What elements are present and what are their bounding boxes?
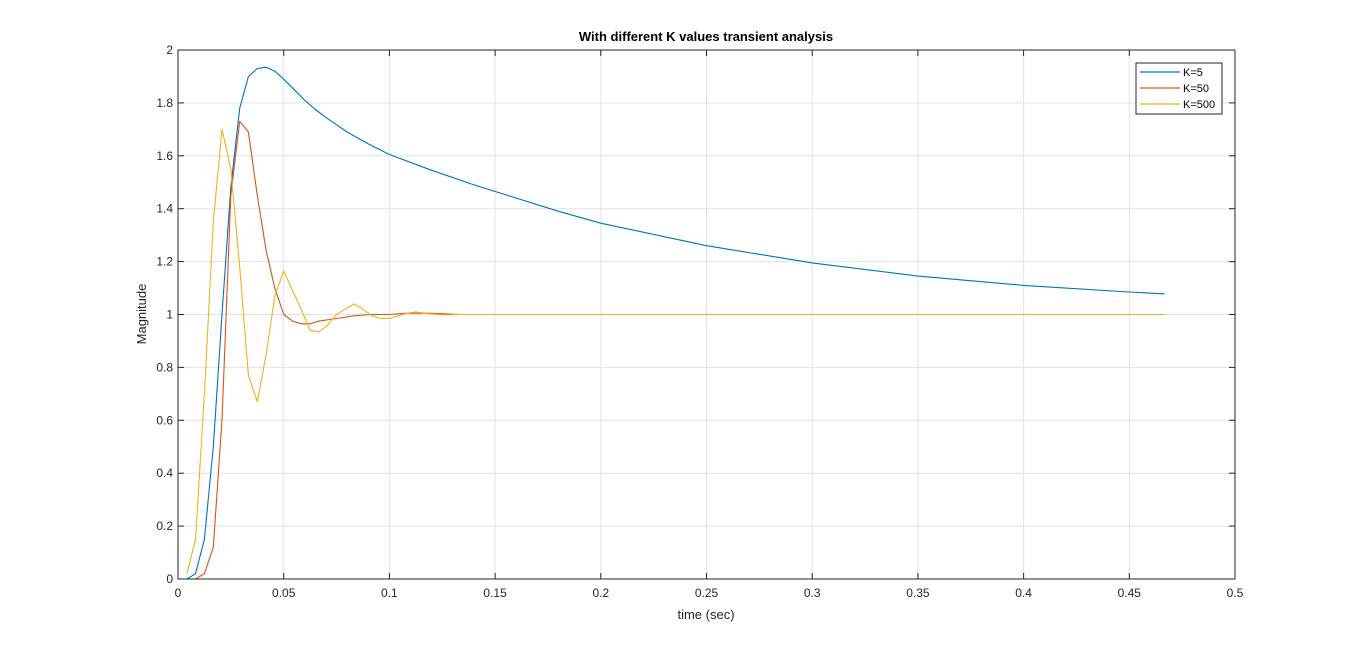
x-tick-label: 0.4 <box>1015 586 1032 600</box>
y-tick-label: 0.8 <box>156 360 173 374</box>
series-line-k-500 <box>186 128 1165 574</box>
x-tick-label: 0.25 <box>695 586 719 600</box>
y-tick-label: 0.4 <box>156 466 173 480</box>
legend: K=5 K=50 K=500 <box>1135 62 1223 115</box>
x-tick-label: 0.45 <box>1118 586 1142 600</box>
x-tick-label: 0.35 <box>906 586 930 600</box>
series-layer <box>186 66 1165 580</box>
legend-label-k-50: K=50 <box>1183 83 1209 95</box>
y-tick-label: 1.2 <box>156 255 173 269</box>
chart-title: With different K values transient analys… <box>579 29 833 44</box>
legend-label-k-5: K=5 <box>1183 67 1203 79</box>
x-tick-label: 0.3 <box>804 586 821 600</box>
y-tick-label: 1.4 <box>156 202 173 216</box>
series-line-k-5 <box>186 66 1165 580</box>
ticks: 0 0.05 0.1 0.15 0.2 0.25 0.3 0.35 0.4 0.45 0.5 0 0.2… <box>156 43 1243 600</box>
y-tick-label: 0.2 <box>156 519 173 533</box>
y-tick-label: 0.6 <box>156 413 173 427</box>
x-tick-label: 0 <box>175 586 182 600</box>
y-tick-label: 1 <box>166 308 173 322</box>
x-tick-label: 0.15 <box>483 586 507 600</box>
y-tick-label: 0 <box>166 572 173 586</box>
y-tick-label: 1.8 <box>156 96 173 110</box>
x-tick-label: 0.5 <box>1227 586 1244 600</box>
x-tick-label: 0.2 <box>592 586 609 600</box>
y-tick-label: 1.6 <box>156 149 173 163</box>
x-tick-label: 0.1 <box>381 586 398 600</box>
y-tick-label: 2 <box>166 43 173 57</box>
y-axis-label: Magnitude <box>134 284 149 345</box>
x-tick-label: 0.05 <box>272 586 296 600</box>
legend-label-k-500: K=500 <box>1183 99 1215 111</box>
x-axis-label: time (sec) <box>677 607 734 622</box>
